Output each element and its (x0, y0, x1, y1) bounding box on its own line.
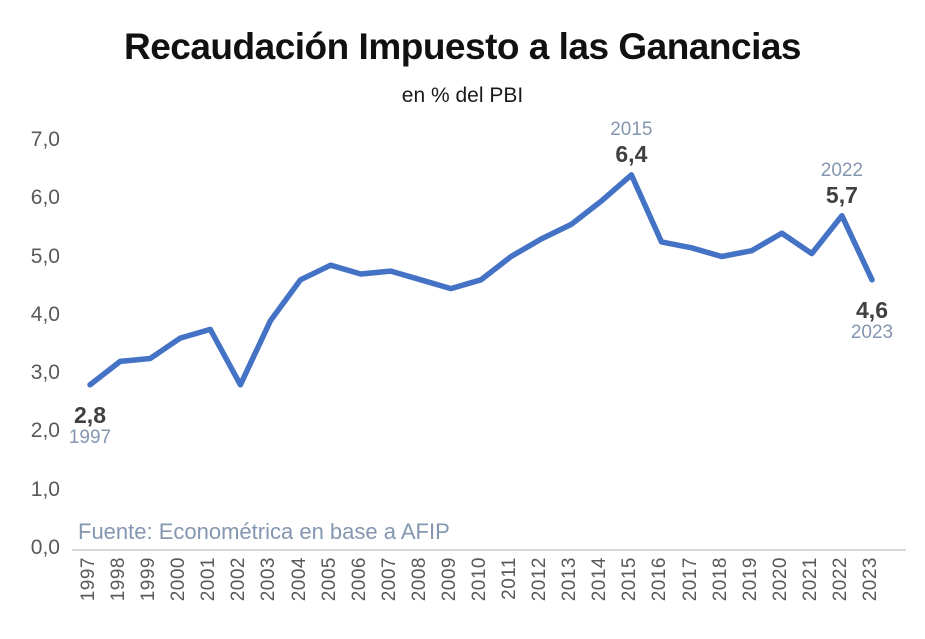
y-axis-label: 6,0 (30, 186, 60, 210)
x-axis-label: 2014 (589, 557, 611, 602)
x-axis-label: 2021 (799, 557, 821, 602)
x-axis-label: 2017 (679, 557, 701, 602)
annotation-year: 1997 (68, 426, 112, 448)
x-axis-label: 2002 (228, 557, 250, 602)
ganancias-line (87, 172, 875, 388)
x-axis-label: 2019 (739, 557, 761, 602)
x-axis-label: 2003 (258, 557, 280, 602)
y-axis-label: 1,0 (30, 477, 60, 501)
y-axis-label: 5,0 (30, 244, 60, 268)
y-axis-label: 0,0 (30, 536, 60, 559)
annotation-value: 6,4 (615, 140, 648, 167)
annotation-year: 2022 (820, 159, 864, 181)
annotation-value: 4,6 (856, 296, 888, 323)
x-axis-label: 2000 (168, 557, 190, 602)
chart-title: Recaudación Impuesto a las Ganancias (123, 26, 802, 67)
x-axis-label: 1998 (108, 557, 130, 602)
x-axis-label: 1999 (138, 557, 160, 602)
x-axis-label: 2005 (318, 557, 340, 602)
x-axis-line (72, 549, 906, 551)
x-axis-label: 2001 (198, 557, 220, 602)
x-axis-label: 2004 (288, 557, 310, 602)
annotation-value: 2,8 (74, 401, 106, 428)
x-axis-label: 2022 (829, 557, 851, 602)
x-axis-label: 2011 (499, 557, 521, 600)
x-axis-label: 2018 (709, 557, 731, 602)
x-axis-label: 1997 (78, 557, 99, 602)
y-axis-label: 2,0 (30, 419, 60, 443)
x-axis-label: 2010 (469, 557, 490, 602)
y-axis-label: 7,0 (30, 127, 60, 151)
x-axis-label: 2020 (769, 557, 791, 602)
x-axis-label: 2012 (529, 557, 551, 602)
x-axis-label: 2006 (348, 557, 370, 602)
x-axis-label: 2015 (619, 557, 641, 602)
x-axis-label: 2016 (649, 557, 671, 602)
x-axis-label: 2013 (559, 557, 581, 602)
source-note: Fuente: Econométrica en base a AFIP (78, 519, 450, 544)
annotation-year: 2023 (850, 321, 894, 343)
chart-subtitle: en % del PBI (401, 84, 524, 107)
x-axis-label: 2007 (378, 557, 400, 602)
x-axis-label: 2009 (438, 557, 460, 602)
x-axis-label: 2008 (408, 557, 430, 602)
x-axis-label: 2023 (860, 557, 881, 602)
y-axis-label: 4,0 (30, 302, 60, 326)
annotation-year: 2015 (610, 118, 653, 140)
y-axis-label: 3,0 (30, 361, 60, 385)
annotation-value: 5,7 (825, 181, 858, 208)
